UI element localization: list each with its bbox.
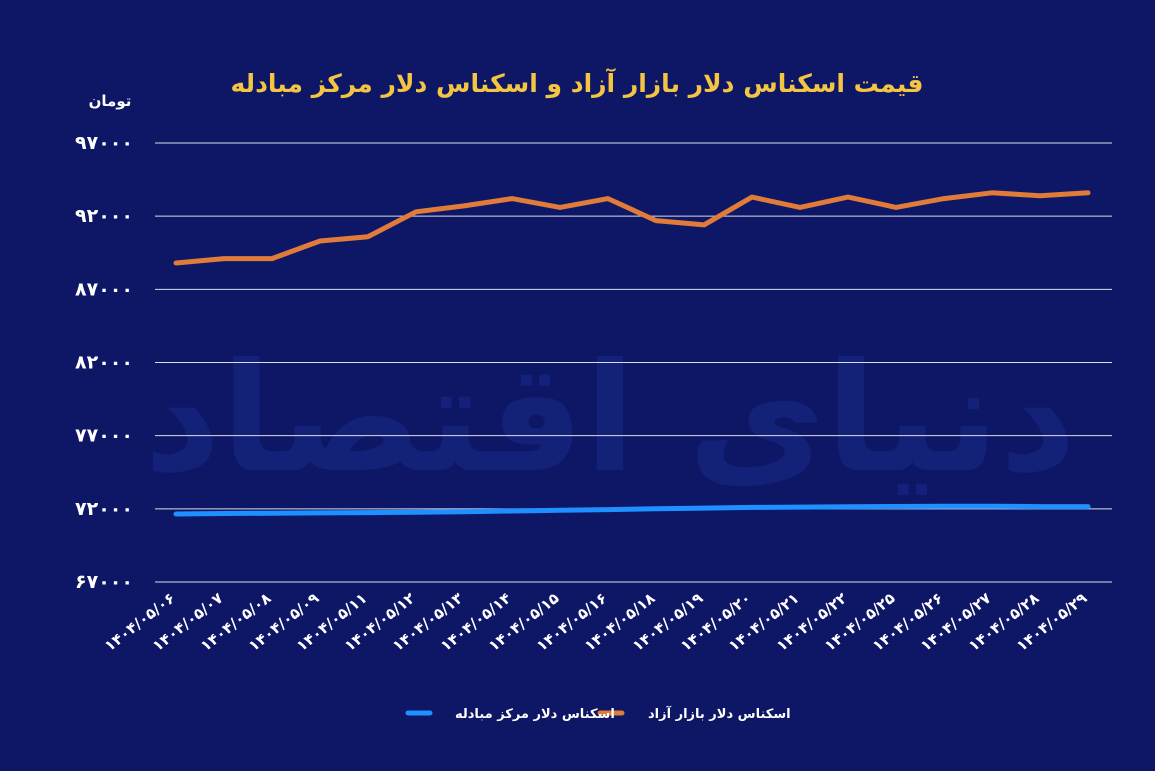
y-tick-label: ۷۲۰۰۰ — [75, 498, 133, 520]
x-axis-ticks: ۱۴۰۴/۰۵/۰۶۱۴۰۴/۰۵/۰۷۱۴۰۴/۰۵/۰۸۱۴۰۴/۰۵/۰۹… — [101, 589, 1090, 655]
y-tick-label: ۹۷۰۰۰ — [75, 132, 133, 154]
legend-label: اسکناس دلار بازار آزاد — [648, 705, 791, 722]
y-tick-label: ۶۷۰۰۰ — [75, 571, 133, 593]
legend-label: اسکناس دلار مرکز مبادله — [455, 707, 615, 722]
y-axis-unit-label: تومان — [89, 92, 132, 110]
watermark-logo: دنیای اقتصاد — [144, 332, 1077, 506]
y-axis-ticks: ۹۷۰۰۰ ۹۲۰۰۰ ۸۷۰۰۰ ۸۲۰۰۰ ۷۷۰۰۰ ۷۲۰۰۰ ۶۷۰۰۰ — [75, 132, 133, 593]
series-line — [173, 503, 1091, 517]
y-tick-label: ۸۲۰۰۰ — [75, 352, 133, 374]
series-line — [173, 190, 1091, 266]
chart-title: قیمت اسکناس دلار بازار آزاد و اسکناس دلا… — [231, 68, 924, 99]
y-tick-label: ۹۲۰۰۰ — [75, 205, 133, 227]
y-tick-label: ۷۷۰۰۰ — [75, 425, 133, 447]
y-tick-label: ۸۷۰۰۰ — [75, 278, 133, 300]
legend: اسکناس دلار بازار آزاد اسکناس دلار مرکز م… — [405, 705, 791, 722]
series-lines — [173, 190, 1091, 517]
